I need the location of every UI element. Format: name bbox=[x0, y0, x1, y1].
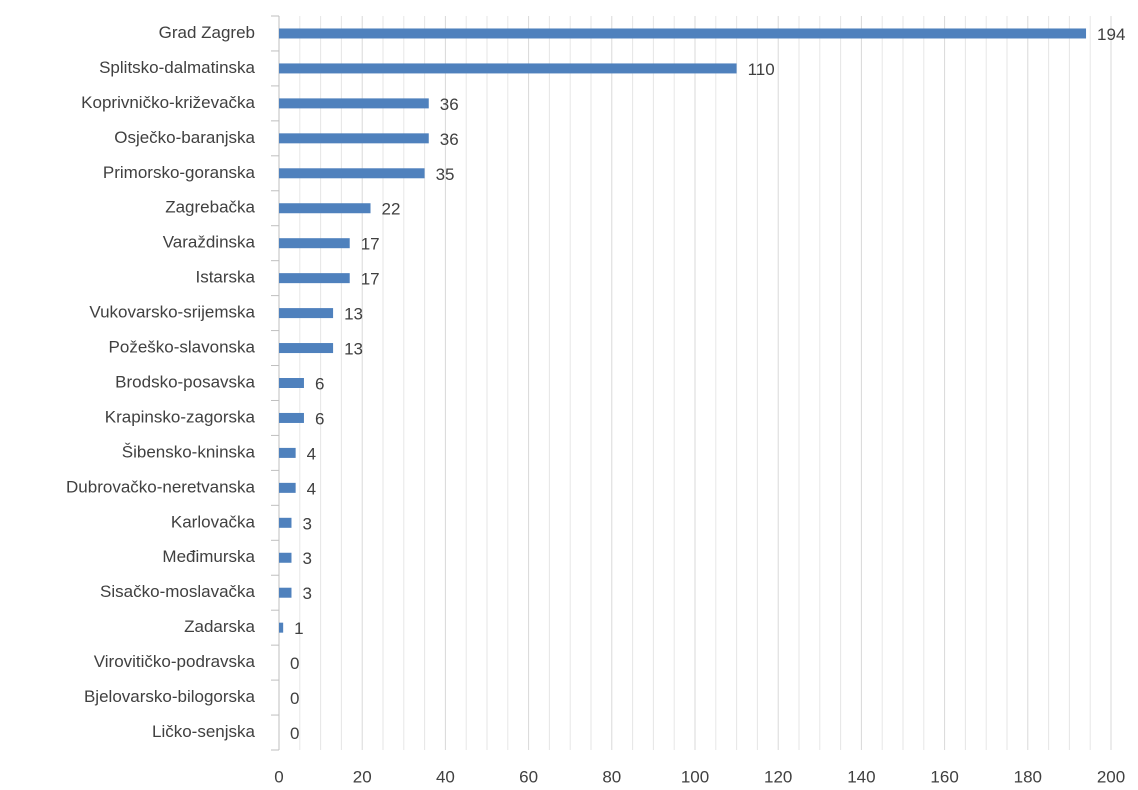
y-tick-label: Primorsko-goranska bbox=[103, 163, 256, 182]
y-tick-label: Istarska bbox=[195, 268, 255, 287]
x-tick-label: 180 bbox=[1014, 767, 1042, 786]
y-tick-label: Dubrovačko-neretvanska bbox=[66, 477, 256, 496]
x-tick-label: 20 bbox=[353, 767, 372, 786]
bar bbox=[279, 552, 292, 563]
value-label: 194 bbox=[1097, 25, 1125, 44]
x-tick-label: 200 bbox=[1097, 767, 1125, 786]
bar bbox=[279, 203, 371, 214]
bar bbox=[279, 482, 296, 493]
x-tick-label: 60 bbox=[519, 767, 538, 786]
bar bbox=[279, 63, 737, 74]
value-label: 3 bbox=[302, 549, 311, 568]
value-label: 6 bbox=[315, 374, 324, 393]
bar bbox=[279, 517, 292, 528]
value-label: 22 bbox=[382, 200, 401, 219]
value-label: 17 bbox=[361, 270, 380, 289]
y-tick-label: Požeško-slavonska bbox=[109, 338, 256, 357]
value-label: 0 bbox=[290, 689, 299, 708]
y-tick-label: Koprivničko-križevačka bbox=[81, 93, 255, 112]
y-tick-label: Međimurska bbox=[162, 547, 255, 566]
value-label: 1 bbox=[294, 619, 303, 638]
y-tick-label: Zadarska bbox=[184, 617, 255, 636]
y-tick-label: Osječko-baranjska bbox=[114, 128, 255, 147]
bar bbox=[279, 273, 350, 284]
bar bbox=[279, 168, 425, 179]
bar bbox=[279, 343, 334, 354]
y-tick-label: Vukovarsko-srijemska bbox=[89, 303, 255, 322]
y-tick-label: Varaždinska bbox=[163, 233, 256, 252]
value-label: 4 bbox=[307, 444, 316, 463]
value-label: 36 bbox=[440, 130, 459, 149]
x-tick-label: 160 bbox=[930, 767, 958, 786]
y-tick-label: Splitsko-dalmatinska bbox=[99, 58, 255, 77]
x-tick-label: 120 bbox=[764, 767, 792, 786]
value-label: 3 bbox=[302, 514, 311, 533]
y-tick-label: Brodsko-posavska bbox=[115, 372, 255, 391]
value-label: 3 bbox=[302, 584, 311, 603]
y-tick-label: Bjelovarsko-bilogorska bbox=[84, 687, 256, 706]
y-tick-label: Karlovačka bbox=[171, 512, 256, 531]
value-label: 17 bbox=[361, 235, 380, 254]
y-tick-label: Sisačko-moslavačka bbox=[100, 582, 255, 601]
bar bbox=[279, 622, 284, 633]
value-label: 35 bbox=[436, 165, 455, 184]
y-tick-label: Zagrebačka bbox=[165, 198, 255, 217]
bar bbox=[279, 447, 296, 458]
x-tick-label: 40 bbox=[436, 767, 455, 786]
y-tick-label: Virovitičko-podravska bbox=[94, 652, 256, 671]
bar bbox=[279, 587, 292, 598]
y-tick-label: Grad Zagreb bbox=[159, 23, 255, 42]
value-label: 0 bbox=[290, 724, 299, 743]
bar bbox=[279, 98, 429, 109]
value-label: 13 bbox=[344, 340, 363, 359]
value-label: 13 bbox=[344, 305, 363, 324]
x-tick-label: 80 bbox=[602, 767, 621, 786]
x-tick-label: 100 bbox=[681, 767, 709, 786]
x-tick-label: 140 bbox=[847, 767, 875, 786]
value-label: 6 bbox=[315, 409, 324, 428]
bar bbox=[279, 378, 304, 388]
value-label: 110 bbox=[748, 60, 775, 79]
x-tick-label: 0 bbox=[274, 767, 283, 786]
bar bbox=[279, 133, 429, 144]
bar bbox=[279, 412, 304, 423]
bar bbox=[279, 28, 1087, 39]
value-label: 36 bbox=[440, 95, 459, 114]
y-tick-label: Ličko-senjska bbox=[152, 722, 256, 741]
value-label: 0 bbox=[290, 654, 299, 673]
bar bbox=[279, 308, 334, 319]
bar bbox=[279, 238, 350, 249]
y-tick-label: Krapinsko-zagorska bbox=[105, 407, 256, 426]
y-tick-label: Šibensko-kninska bbox=[122, 442, 256, 461]
value-label: 4 bbox=[307, 479, 316, 498]
